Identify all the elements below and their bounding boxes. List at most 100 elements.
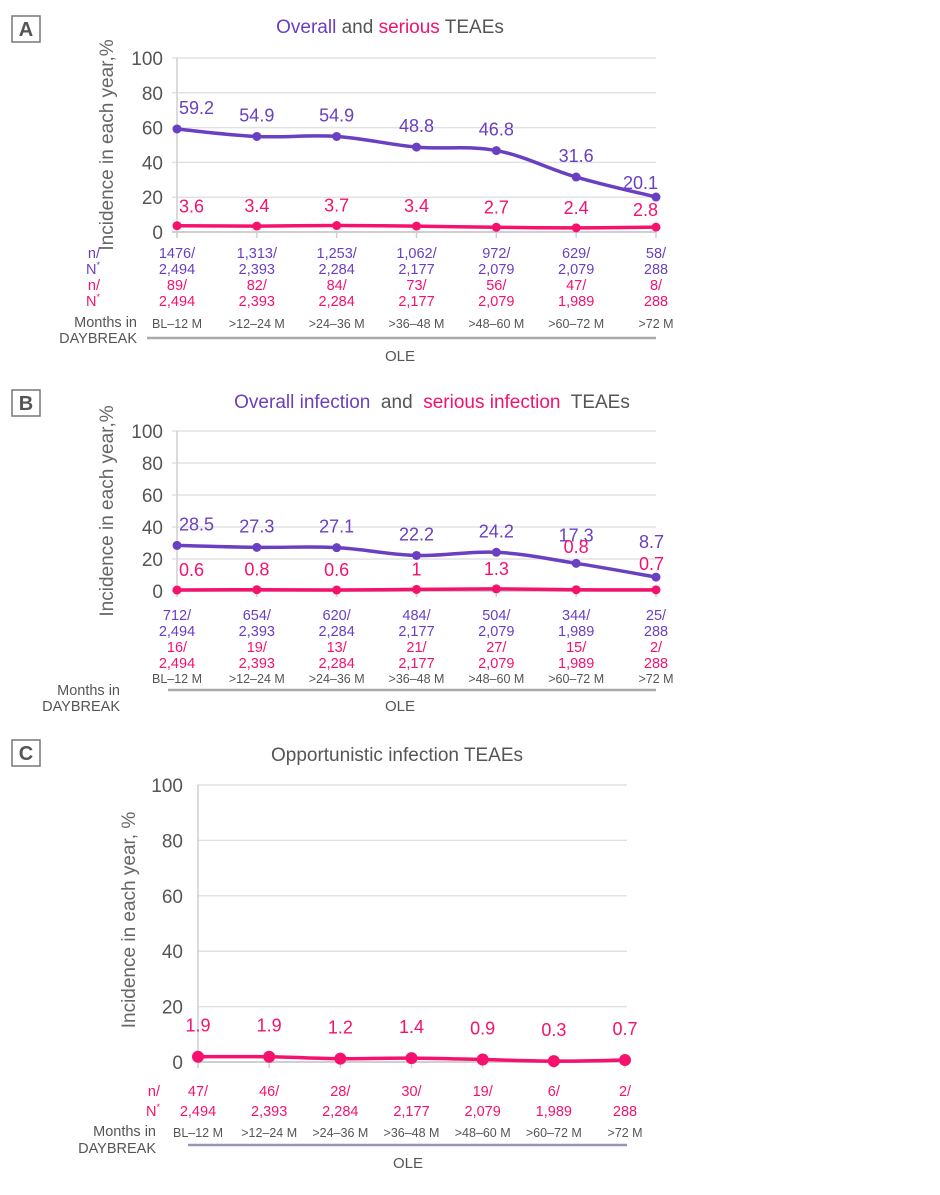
data-point-serious: [405, 1052, 418, 1065]
y-tick-label: 80: [142, 454, 163, 475]
table-cell-N: 2,079: [478, 656, 514, 672]
data-label-serious: 1: [411, 559, 421, 579]
table-cell-N: 2,393: [239, 624, 275, 640]
data-point-serious: [619, 1054, 631, 1067]
data-point-serious: [172, 585, 182, 595]
table-cell-N: 2,494: [159, 656, 195, 672]
table-cell-N: 288: [644, 262, 668, 278]
x-category-label: >36–48 M: [384, 1126, 440, 1140]
data-point-overall: [491, 146, 501, 156]
data-point-serious: [476, 1053, 489, 1066]
table-cell-n: 6/: [548, 1084, 561, 1100]
table-cell-N: 2,393: [239, 262, 275, 278]
y-tick-label: 20: [142, 550, 163, 571]
table-cell-n: 16/: [167, 640, 188, 656]
data-point-overall: [252, 542, 262, 552]
panel-label-box: [11, 15, 41, 43]
x-category-label: >12–24 M: [241, 1126, 297, 1140]
x-category-label: >60–72 M: [526, 1126, 582, 1140]
table-cell-N: 2,177: [398, 624, 434, 640]
data-point-serious: [651, 585, 661, 595]
x-category-label: >12–24 M: [229, 672, 285, 686]
x-category-label: BL–12 M: [152, 672, 202, 686]
data-point-serious: [491, 222, 501, 232]
row-header-n: n/: [88, 246, 101, 262]
x-category-label: >24–36 M: [312, 1126, 368, 1140]
table-cell-N: 2,079: [558, 262, 594, 278]
data-label-overall: 31.6: [559, 146, 594, 166]
y-tick-label: 20: [162, 998, 183, 1019]
data-point-overall: [412, 142, 421, 152]
panel-label: B: [19, 393, 33, 415]
data-point-overall: [651, 572, 661, 582]
data-point-serious: [172, 221, 182, 231]
table-cell-N: 2,079: [478, 294, 514, 310]
x-category-label: >36–48 M: [389, 317, 445, 331]
data-label-serious: 0.7: [612, 1019, 637, 1039]
ole-label: OLE: [385, 348, 415, 365]
row-header-N: N*: [86, 260, 100, 278]
y-tick-label: 0: [172, 1053, 183, 1074]
data-point-overall: [412, 550, 421, 560]
chart-title-part-serious: serious: [379, 17, 440, 38]
table-cell-N: 2,177: [398, 262, 434, 278]
row-header-N: N*: [146, 1102, 160, 1120]
table-cell-n: 13/: [327, 640, 348, 656]
chart-panel-a: A Overall and serious TEAEs 0 20 40 60 80 100 In…: [11, 15, 674, 365]
table-cell-n: 1,253/: [317, 246, 358, 262]
table-cell-N: 2,494: [180, 1104, 216, 1120]
data-label-overall: 22.2: [399, 524, 434, 544]
data-label-serious: 0.8: [564, 537, 589, 557]
data-label-serious: 3.6: [179, 197, 204, 217]
table-cell-N: 2,494: [159, 624, 195, 640]
chart-title-part-text: TEAEs: [440, 17, 504, 38]
table-cell-n: 1476/: [159, 246, 196, 262]
row-header-n: n/: [148, 1084, 161, 1100]
x-category-label: BL–12 M: [173, 1126, 223, 1140]
data-label-serious: 0.3: [541, 1020, 566, 1040]
data-label-serious: 0.7: [639, 554, 664, 574]
x-header-line1: Months in: [57, 683, 120, 699]
table-cell-n: 629/: [562, 246, 591, 262]
chart-title: Overall infection and serious infection …: [234, 392, 630, 413]
data-point-serious: [412, 584, 421, 594]
data-label-overall: 28.5: [179, 514, 214, 534]
data-label-serious: 2.8: [633, 200, 658, 220]
table-cell-N: 2,284: [319, 294, 355, 310]
panel-label: A: [19, 19, 33, 41]
data-label-serious: 2.4: [564, 198, 589, 218]
data-label-serious: 1.3: [484, 559, 509, 579]
table-cell-N: 1,989: [558, 624, 594, 640]
y-tick-label: 40: [162, 942, 183, 963]
data-label-serious: 3.7: [324, 196, 349, 216]
table-cell-n: 73/: [406, 278, 427, 294]
chart-title-part-text: Opportunistic infection TEAEs: [271, 745, 523, 766]
y-tick-label: 40: [142, 153, 163, 174]
table-cell-n: 21/: [406, 640, 427, 656]
data-point-serious: [332, 221, 342, 231]
row-header-N: N*: [86, 292, 100, 310]
table-cell-N: 2,284: [322, 1104, 358, 1120]
table-cell-N: 2,079: [478, 624, 514, 640]
x-header-line2: DAYBREAK: [59, 331, 137, 347]
table-cell-n: 712/: [163, 608, 192, 624]
data-point-serious: [263, 1050, 276, 1063]
table-cell-n: 1,062/: [396, 246, 437, 262]
data-label-serious: 3.4: [404, 196, 429, 216]
chart-title: Overall and serious TEAEs: [276, 17, 504, 38]
table-cell-n: 82/: [247, 278, 268, 294]
x-category-label: >36–48 M: [389, 672, 445, 686]
table-cell-N: 2,494: [159, 262, 195, 278]
y-axis-label: Incidence in each year, %: [119, 812, 140, 1029]
table-cell-n: 344/: [562, 608, 591, 624]
x-header-line1: Months in: [93, 1124, 156, 1140]
table-cell-n: 19/: [247, 640, 268, 656]
data-point-serious: [332, 585, 342, 595]
table-cell-N: 2,393: [251, 1104, 287, 1120]
y-tick-label: 40: [142, 518, 163, 539]
data-point-serious: [334, 1052, 347, 1065]
x-category-label: >48–60 M: [468, 672, 524, 686]
table-cell-n: 46/: [259, 1084, 280, 1100]
x-category-label: >72 M: [607, 1126, 642, 1140]
